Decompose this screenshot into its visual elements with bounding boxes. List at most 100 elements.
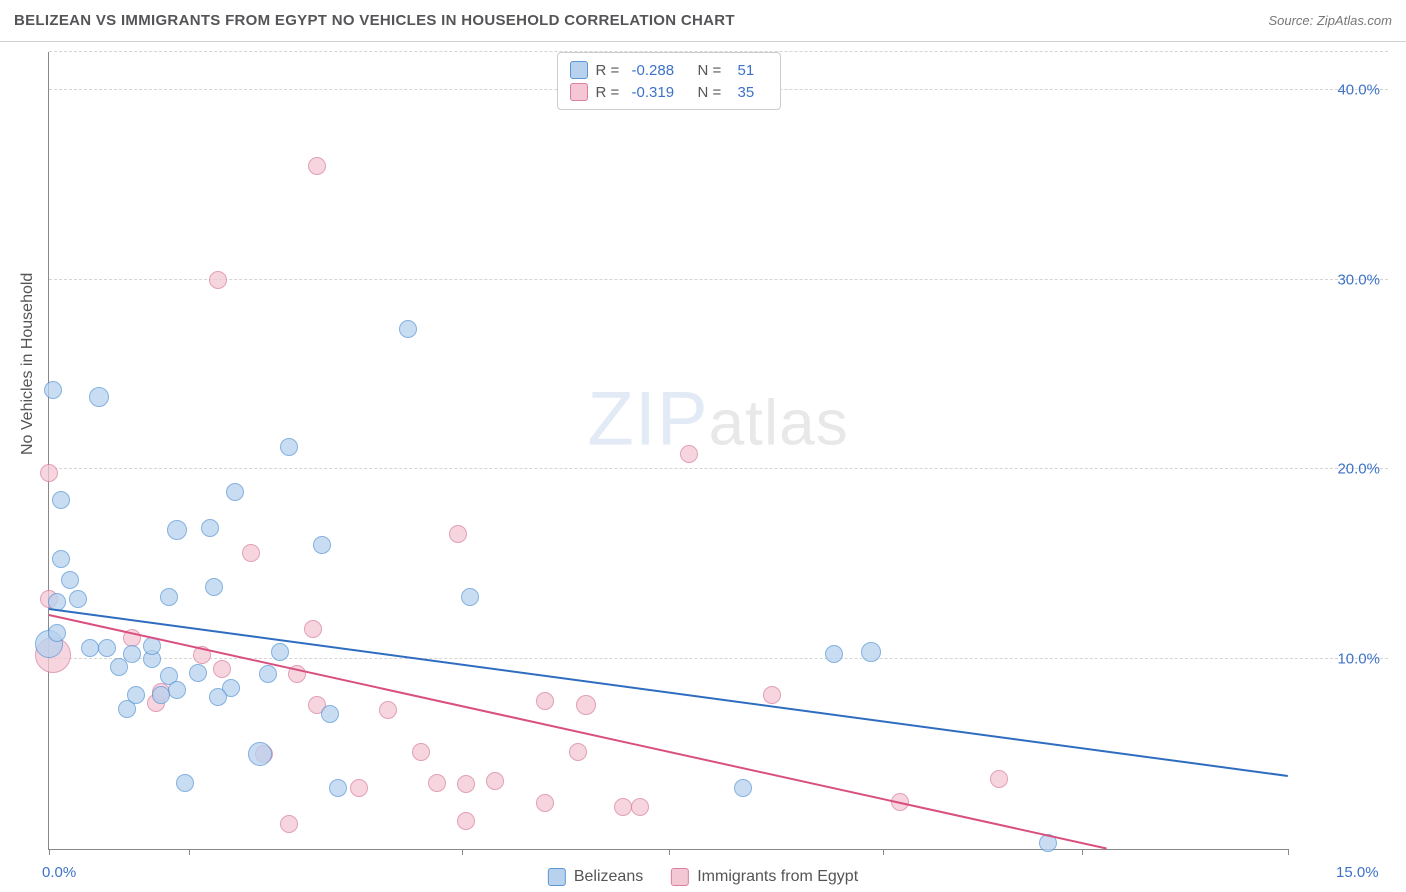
series1-point bbox=[248, 742, 272, 766]
series1-point bbox=[81, 639, 99, 657]
correlation-legend: R = -0.288 N = 51 R = -0.319 N = 35 bbox=[557, 52, 781, 110]
watermark: ZIPatlas bbox=[587, 375, 848, 462]
gridline bbox=[49, 468, 1388, 469]
series1-point bbox=[861, 642, 881, 662]
legend-item-2: Immigrants from Egypt bbox=[671, 868, 858, 886]
series1-point bbox=[226, 483, 244, 501]
series2-point bbox=[457, 812, 475, 830]
series1-point bbox=[271, 643, 289, 661]
series1-point bbox=[329, 779, 347, 797]
series1-point bbox=[52, 491, 70, 509]
series2-swatch bbox=[570, 83, 588, 101]
series2-swatch bbox=[671, 868, 689, 886]
series2-point bbox=[412, 743, 430, 761]
series2-point bbox=[350, 779, 368, 797]
legend-row-1: R = -0.288 N = 51 bbox=[570, 59, 768, 81]
series2-point bbox=[486, 772, 504, 790]
y-tick-label: 20.0% bbox=[1300, 461, 1380, 478]
series1-point bbox=[167, 520, 187, 540]
y-tick-label: 10.0% bbox=[1300, 651, 1380, 668]
series2-point bbox=[990, 770, 1008, 788]
series1-point bbox=[201, 519, 219, 537]
n-value: 35 bbox=[738, 84, 768, 101]
series2-point bbox=[680, 445, 698, 463]
r-label: R = bbox=[596, 84, 624, 101]
y-tick-label: 40.0% bbox=[1300, 81, 1380, 98]
x-tick bbox=[49, 849, 50, 855]
series1-point bbox=[48, 624, 66, 642]
series2-point bbox=[308, 157, 326, 175]
x-tick-label: 15.0% bbox=[1336, 864, 1379, 881]
x-tick bbox=[462, 849, 463, 855]
series2-point bbox=[242, 544, 260, 562]
x-tick bbox=[189, 849, 190, 855]
series2-point bbox=[569, 743, 587, 761]
series2-point bbox=[449, 525, 467, 543]
series1-point bbox=[69, 590, 87, 608]
series2-point bbox=[213, 660, 231, 678]
watermark-atlas: atlas bbox=[709, 386, 849, 458]
series1-point bbox=[98, 639, 116, 657]
series-legend: Belizeans Immigrants from Egypt bbox=[548, 868, 858, 886]
source-prefix: Source: bbox=[1268, 13, 1316, 28]
n-label: N = bbox=[698, 84, 730, 101]
r-value: -0.288 bbox=[632, 62, 690, 79]
series2-point bbox=[631, 798, 649, 816]
series2-point bbox=[209, 271, 227, 289]
series2-point bbox=[457, 775, 475, 793]
series1-point bbox=[127, 686, 145, 704]
series1-swatch bbox=[548, 868, 566, 886]
series1-point bbox=[209, 688, 227, 706]
n-label: N = bbox=[698, 62, 730, 79]
series1-point bbox=[321, 705, 339, 723]
series1-point bbox=[734, 779, 752, 797]
series2-point bbox=[614, 798, 632, 816]
series1-point bbox=[52, 550, 70, 568]
series1-point bbox=[152, 686, 170, 704]
series2-point bbox=[280, 815, 298, 833]
series2-point bbox=[763, 686, 781, 704]
x-tick bbox=[1082, 849, 1083, 855]
series1-point bbox=[461, 588, 479, 606]
x-tick bbox=[1288, 849, 1289, 855]
series1-point bbox=[280, 438, 298, 456]
legend-row-2: R = -0.319 N = 35 bbox=[570, 81, 768, 103]
y-tick-label: 30.0% bbox=[1300, 271, 1380, 288]
series1-point bbox=[110, 658, 128, 676]
scatter-plot: ZIPatlas R = -0.288 N = 51 R = -0.319 N … bbox=[48, 52, 1288, 850]
series1-swatch bbox=[570, 61, 588, 79]
series1-point bbox=[89, 387, 109, 407]
series2-point bbox=[536, 692, 554, 710]
y-axis-label: No Vehicles in Household bbox=[19, 273, 37, 455]
source-name: ZipAtlas.com bbox=[1317, 13, 1392, 28]
series1-point bbox=[189, 664, 207, 682]
series1-label: Belizeans bbox=[574, 868, 643, 886]
trendline-series2 bbox=[49, 614, 1107, 849]
x-tick bbox=[669, 849, 670, 855]
r-label: R = bbox=[596, 62, 624, 79]
series2-point bbox=[40, 464, 58, 482]
series1-point bbox=[399, 320, 417, 338]
series1-point bbox=[313, 536, 331, 554]
chart-title: BELIZEAN VS IMMIGRANTS FROM EGYPT NO VEH… bbox=[14, 12, 735, 29]
chart-header: BELIZEAN VS IMMIGRANTS FROM EGYPT NO VEH… bbox=[0, 0, 1406, 42]
series1-point bbox=[61, 571, 79, 589]
series2-point bbox=[379, 701, 397, 719]
series2-point bbox=[428, 774, 446, 792]
series1-point bbox=[825, 645, 843, 663]
x-tick-label: 0.0% bbox=[42, 864, 76, 881]
x-tick bbox=[883, 849, 884, 855]
series1-point bbox=[176, 774, 194, 792]
series1-point bbox=[160, 588, 178, 606]
legend-item-1: Belizeans bbox=[548, 868, 643, 886]
series2-point bbox=[576, 695, 596, 715]
series1-point bbox=[44, 381, 62, 399]
series2-label: Immigrants from Egypt bbox=[697, 868, 858, 886]
series1-point bbox=[168, 681, 186, 699]
gridline bbox=[49, 279, 1388, 280]
chart-area: No Vehicles in Household ZIPatlas R = -0… bbox=[48, 42, 1388, 850]
series1-point bbox=[205, 578, 223, 596]
n-value: 51 bbox=[738, 62, 768, 79]
series2-point bbox=[304, 620, 322, 638]
source-citation: Source: ZipAtlas.com bbox=[1268, 13, 1392, 28]
